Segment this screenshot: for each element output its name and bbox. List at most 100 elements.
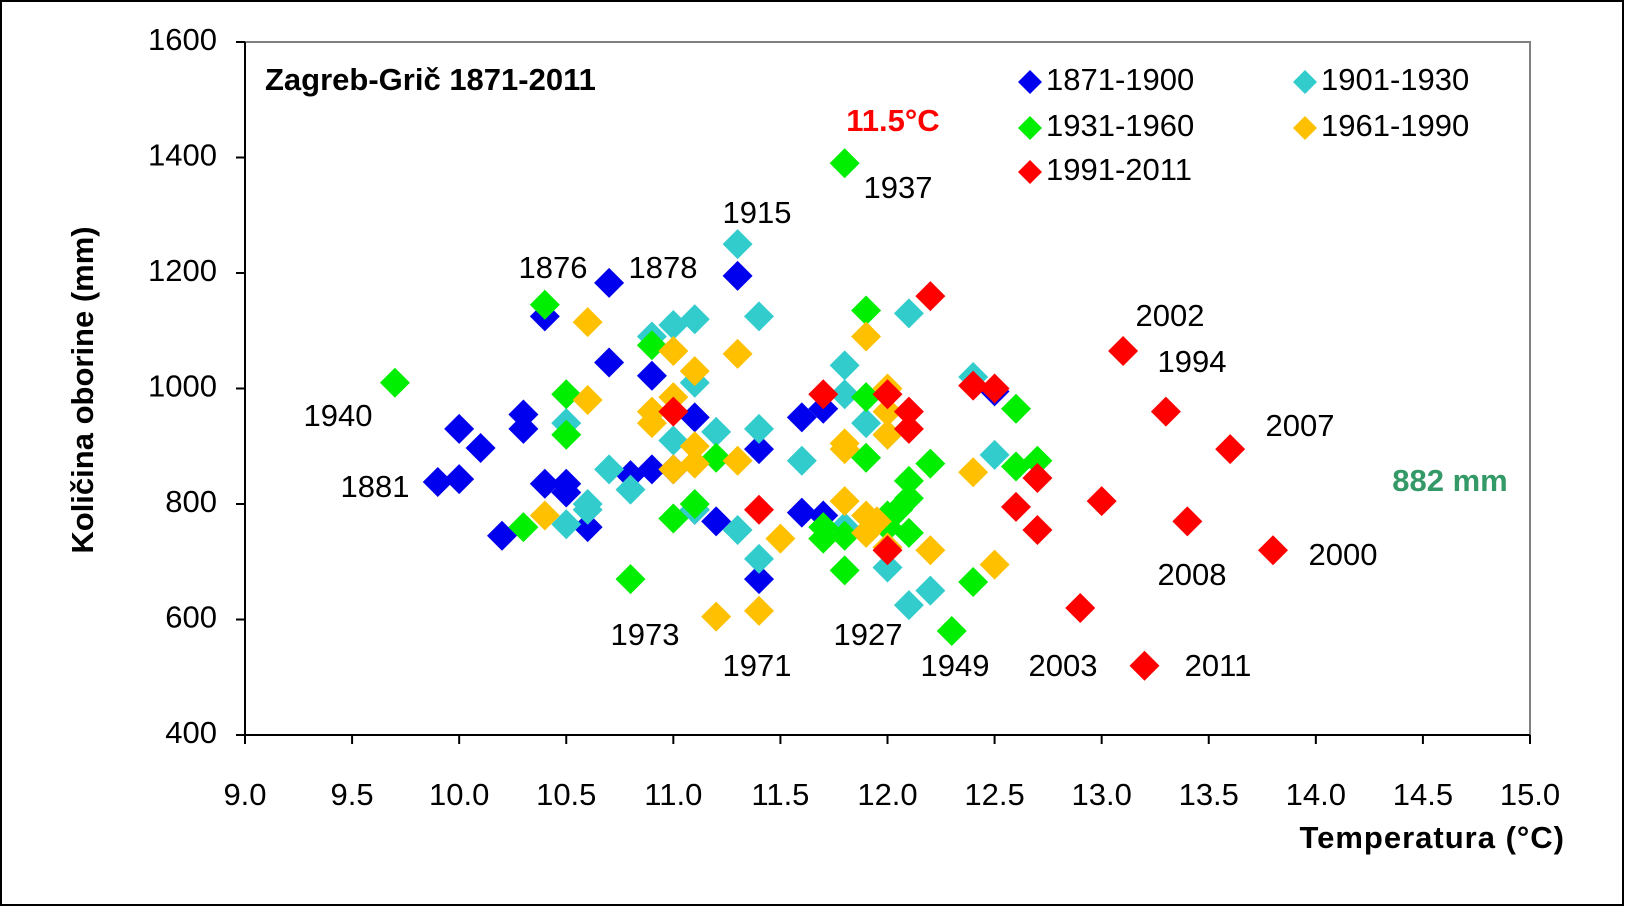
point (829, 520, 860, 551)
point (444, 413, 475, 444)
point (594, 347, 625, 378)
point (551, 509, 582, 540)
point (744, 434, 774, 465)
point (722, 260, 753, 291)
point (508, 413, 539, 444)
annotation: 2002 (1136, 298, 1205, 333)
y-tick-label: 1200 (148, 253, 217, 288)
annotation: 2008 (1158, 557, 1227, 592)
legend-label: 1901-1930 (1321, 62, 1469, 97)
point (1065, 592, 1096, 623)
point (679, 304, 710, 335)
point (861, 506, 892, 537)
point (872, 535, 903, 566)
point (893, 396, 924, 427)
y-tick-label: 400 (165, 715, 217, 750)
point (551, 477, 582, 508)
point (829, 555, 860, 586)
point (636, 360, 667, 391)
point (958, 566, 989, 597)
point (829, 486, 860, 517)
point (679, 356, 710, 387)
y-tick-label: 1400 (148, 138, 217, 173)
x-tick-label: 11.0 (644, 777, 702, 812)
point (829, 148, 860, 179)
point (1022, 463, 1053, 494)
point (744, 494, 774, 525)
point (744, 543, 774, 574)
annotation: 2000 (1309, 537, 1378, 572)
point (722, 445, 753, 476)
point (829, 350, 860, 381)
point (1001, 491, 1031, 522)
point (915, 448, 946, 479)
x-tick-label: 9.5 (331, 777, 374, 812)
point (636, 454, 667, 485)
point (679, 489, 710, 519)
point (551, 419, 582, 450)
annotation: 1878 (629, 250, 698, 285)
x-tick-label: 11.5 (751, 777, 809, 812)
x-axis-title: Temperatura (°C) (1299, 820, 1565, 855)
point (851, 382, 882, 413)
annotation: 1973 (611, 617, 680, 652)
x-tick-label: 15.0 (1500, 777, 1560, 812)
annotation: 2003 (1029, 648, 1098, 683)
point (701, 601, 732, 632)
point (915, 575, 946, 606)
point (808, 379, 839, 410)
point (594, 454, 625, 485)
point (915, 535, 946, 566)
x-tick-label: 14.0 (1286, 777, 1346, 812)
point (1001, 451, 1031, 482)
point (851, 295, 882, 326)
y-tick-label: 1600 (148, 22, 217, 57)
point (551, 379, 582, 410)
annotation: 1876 (519, 250, 588, 285)
legend-marker (1018, 116, 1042, 140)
point (465, 432, 496, 463)
point (829, 434, 860, 465)
point (851, 442, 882, 473)
annotation: 882 mm (1392, 463, 1507, 498)
point (636, 396, 667, 427)
point (893, 465, 924, 496)
point (765, 523, 796, 554)
point (1001, 393, 1031, 424)
point (529, 468, 560, 499)
point (658, 309, 689, 340)
point (487, 520, 517, 551)
point (1258, 535, 1288, 566)
annotation: 2007 (1266, 408, 1335, 443)
point (679, 402, 710, 433)
point (1022, 514, 1053, 545)
point (744, 564, 774, 595)
point (829, 379, 860, 410)
legend-label: 1961-1990 (1321, 108, 1469, 143)
annotation: 1940 (304, 398, 373, 433)
legend-marker (1293, 70, 1317, 94)
point (893, 298, 924, 329)
x-tick-label: 14.5 (1393, 777, 1453, 812)
point (872, 419, 903, 450)
point (979, 439, 1010, 470)
point (658, 335, 689, 366)
point (572, 512, 603, 543)
point (744, 301, 774, 332)
point (915, 281, 946, 312)
point (636, 330, 667, 361)
annotation: 11.5°C (846, 103, 939, 138)
legend-label: 1871-1900 (1046, 62, 1194, 97)
annotation: 1994 (1158, 344, 1227, 379)
x-tick-label: 13.5 (1179, 777, 1239, 812)
x-tick-label: 10.0 (429, 777, 489, 812)
point (851, 321, 882, 352)
annotation: 1971 (723, 648, 792, 683)
point (701, 442, 732, 473)
point (529, 289, 560, 320)
point (744, 595, 774, 626)
point (808, 523, 839, 554)
point (958, 370, 989, 401)
